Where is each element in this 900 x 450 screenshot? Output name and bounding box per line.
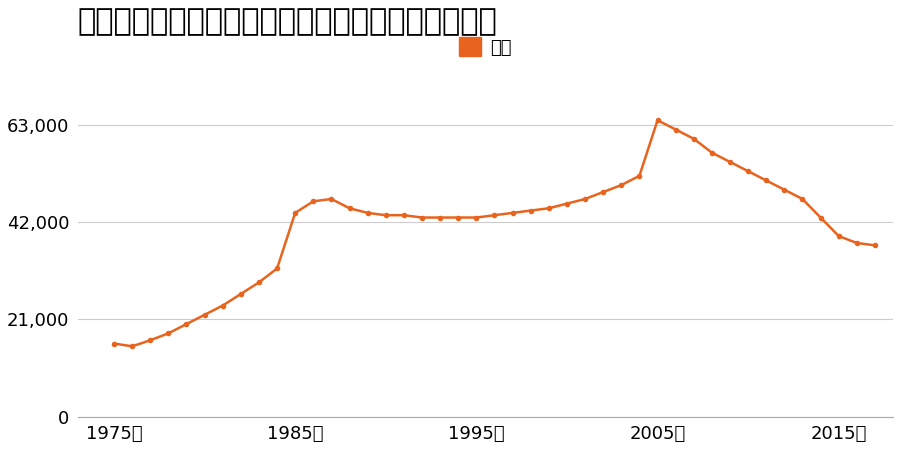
価格: [851, 240, 862, 246]
価格: [308, 198, 319, 204]
Legend: 価格: 価格: [452, 30, 518, 64]
価格: [399, 212, 410, 218]
価格: [779, 187, 790, 193]
価格: [760, 178, 771, 183]
価格: [217, 303, 228, 308]
価格: [181, 321, 192, 327]
価格: [833, 234, 844, 239]
価格: [344, 206, 355, 211]
価格: [326, 196, 337, 202]
価格: [869, 243, 880, 248]
価格: [254, 280, 265, 285]
価格: [815, 215, 826, 220]
価格: [435, 215, 446, 220]
価格: [163, 331, 174, 336]
価格: [616, 182, 626, 188]
価格: [706, 150, 717, 155]
価格: [562, 201, 572, 207]
価格: [290, 210, 301, 216]
価格: [199, 312, 210, 318]
Line: 価格: 価格: [112, 117, 878, 349]
価格: [598, 189, 608, 195]
価格: [797, 196, 808, 202]
価格: [580, 196, 590, 202]
価格: [688, 136, 699, 141]
価格: [236, 291, 247, 297]
価格: [127, 344, 138, 349]
価格: [724, 159, 735, 165]
価格: [652, 117, 663, 123]
価格: [544, 206, 554, 211]
価格: [634, 173, 644, 179]
価格: [363, 210, 374, 216]
価格: [742, 168, 753, 174]
価格: [145, 338, 156, 343]
価格: [109, 341, 120, 346]
価格: [489, 212, 500, 218]
価格: [670, 127, 681, 132]
価格: [508, 210, 518, 216]
価格: [471, 215, 482, 220]
価格: [272, 266, 283, 271]
価格: [381, 212, 392, 218]
Text: 青森県青森市大字沖舘字小浜１５７番３の地価推移: 青森県青森市大字沖舘字小浜１５７番３の地価推移: [77, 7, 498, 36]
価格: [453, 215, 464, 220]
価格: [417, 215, 428, 220]
価格: [526, 208, 536, 213]
